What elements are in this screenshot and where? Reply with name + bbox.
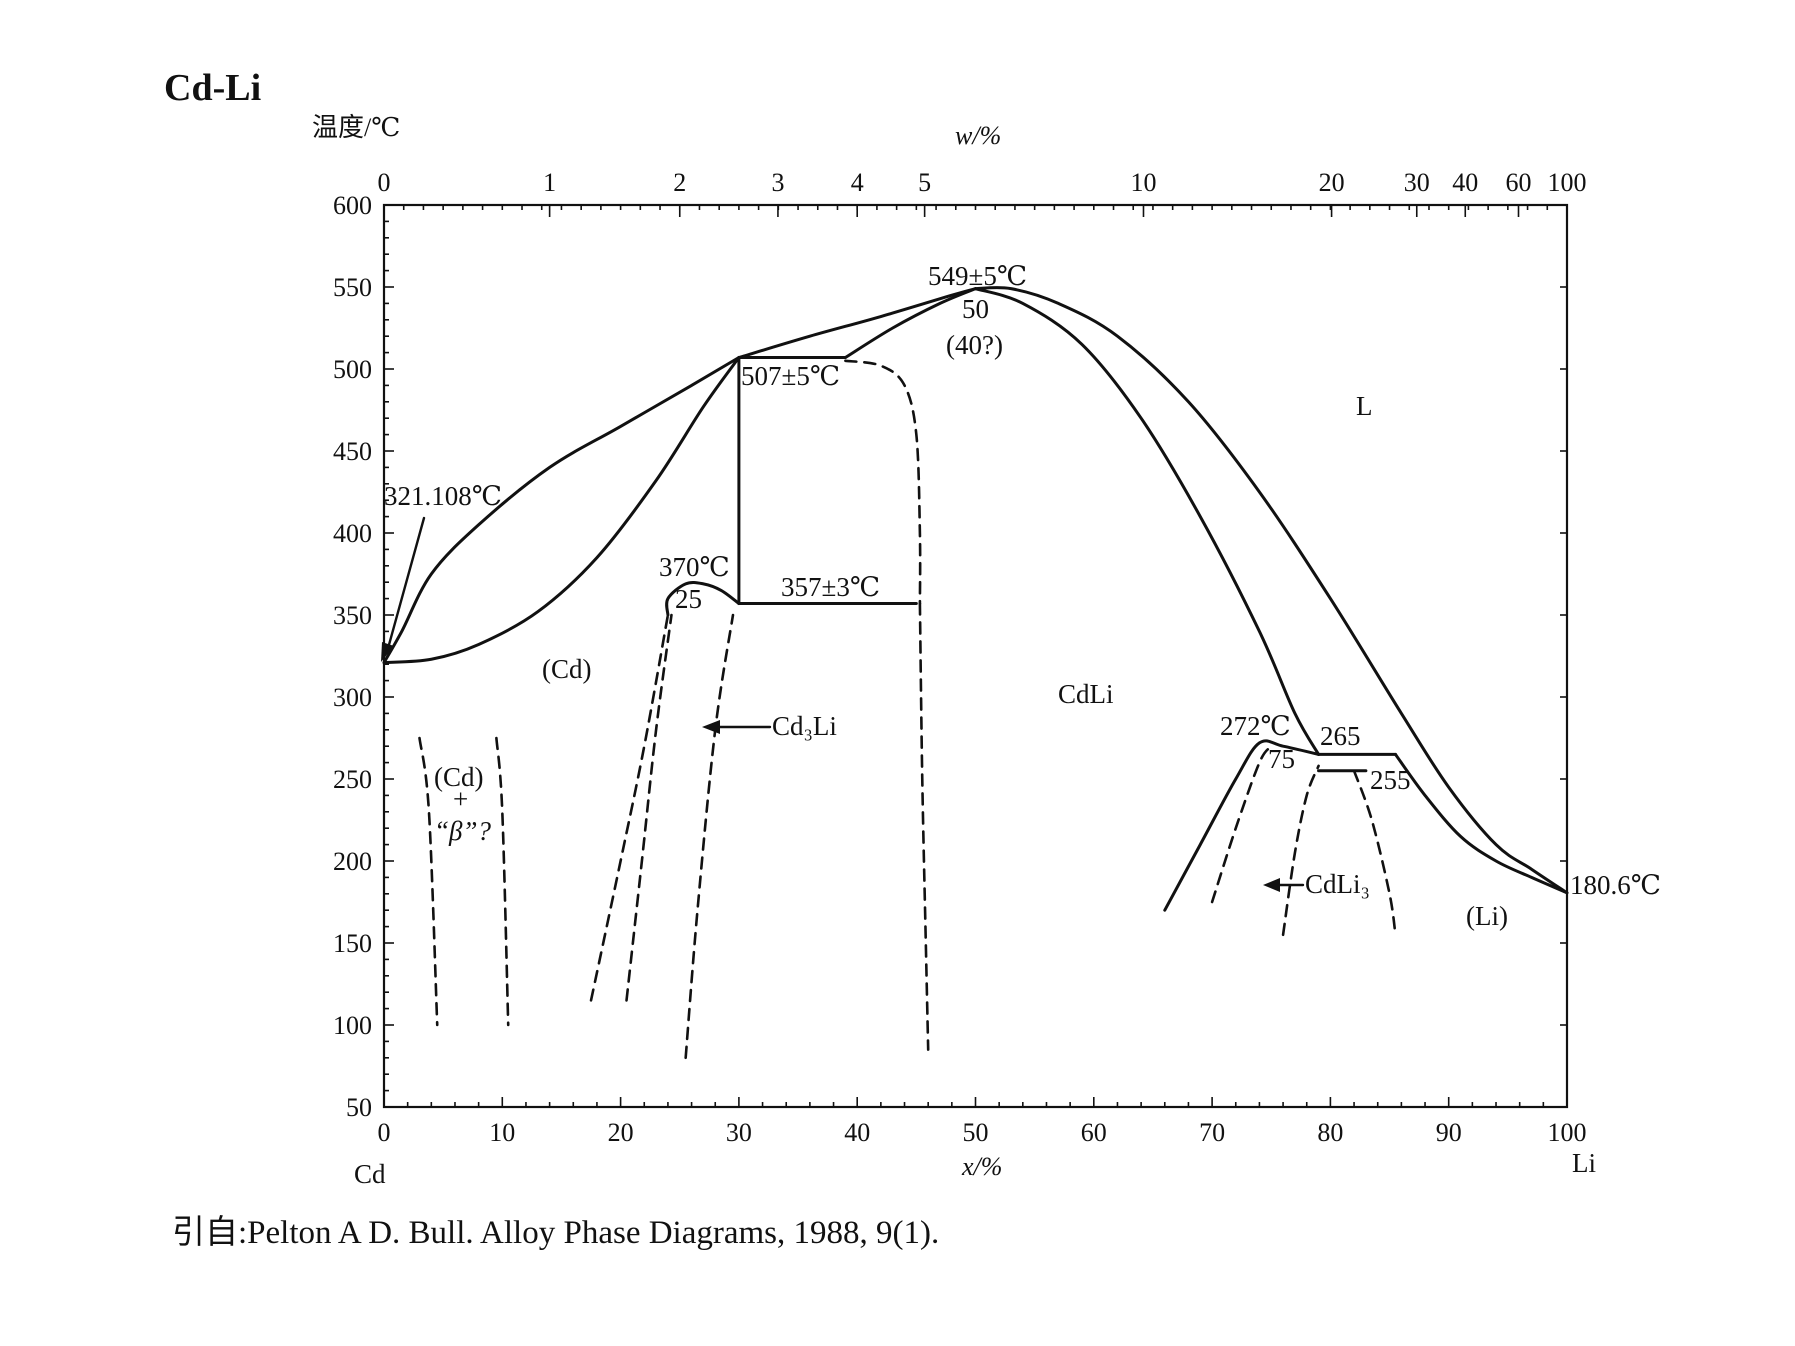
dashed-boundaries [418,359,1397,1060]
boundary-li-solidus [1393,752,1569,895]
endpoint-cd: Cd [354,1159,386,1189]
x-tick-label: 10 [489,1118,515,1147]
x-tick-label: 80 [1317,1118,1343,1147]
label-255: 255 [1370,765,1411,795]
source-citation: 引自:Pelton A D. Bull. Alloy Phase Diagram… [172,1215,940,1251]
region-liquid: L [1356,391,1373,421]
region-cd: (Cd) [542,654,592,684]
top-tick-label: 3 [771,168,784,197]
y-tick-label: 200 [333,847,372,876]
y-tick-label: 450 [333,437,372,466]
top-tick-label: 20 [1319,168,1345,197]
dashed-boundary-4 [844,359,922,605]
figure-title: Cd-Li [164,67,262,109]
dashed-boundary-7 [495,736,510,1027]
x-tick-label: 50 [963,1118,989,1147]
arrow-321 [381,516,426,662]
region-li: (Li) [1466,901,1508,931]
top-tick-label: 4 [851,168,864,197]
label-321: 321.108℃ [384,481,502,511]
boundary-cd3li-dome-left [665,580,741,617]
top-axis-title: w/% [955,121,1001,150]
dashed-boundary-10 [1352,769,1397,937]
label-75: 75 [1268,744,1295,774]
twophase-line2: + [453,784,468,814]
label-357: 357±3℃ [781,572,880,602]
y-axis-title: 温度/℃ [312,113,400,142]
twophase-line1: (Cd) [434,762,484,792]
x-tick-label: 100 [1548,1118,1587,1147]
y-tick-label: 150 [333,929,372,958]
boundary-cdli3-dome [1163,739,1321,912]
top-tick-label: 1 [543,168,556,197]
dashed-boundary-9 [1281,764,1320,937]
label-1806: 180.6℃ [1570,870,1661,900]
top-tick-label: 10 [1130,168,1156,197]
dashed-boundary-1 [589,613,670,1002]
y-tick-label: 300 [333,683,372,712]
label-50: 50 [962,294,989,324]
top-tick-label: 100 [1548,168,1587,197]
label-265: 265 [1320,721,1361,751]
top-tick-label: 5 [918,168,931,197]
y-tick-label: 100 [333,1011,372,1040]
boundary-cd-solidus [382,356,741,665]
x-tick-label: 0 [378,1118,391,1147]
label-549: 549±5℃ [928,261,1027,291]
top-tick-label: 30 [1404,168,1430,197]
y-tick-label: 600 [333,191,372,220]
x-axis-title: x/% [961,1152,1002,1181]
y-tick-label: 400 [333,519,372,548]
region-cdli: CdLi [1058,679,1114,709]
label-370: 370℃ [659,552,730,582]
y-tick-label: 350 [333,601,372,630]
top-tick-label: 2 [673,168,686,197]
phase-cdli3: CdLi₃ [1305,869,1370,899]
dashed-boundary-6 [418,736,439,1027]
x-tick-label: 40 [844,1118,870,1147]
label-507: 507±5℃ [741,361,840,391]
twophase-line3: “β”? [434,816,491,846]
dashed-boundary-3 [684,613,735,1060]
y-tick-label: 500 [333,355,372,384]
endpoint-li: Li [1572,1148,1596,1178]
top-tick-label: 60 [1505,168,1531,197]
top-tick-label: 0 [378,168,391,197]
boundary-liquidus-left [382,356,741,665]
boundary-liquidus-right [974,286,1569,895]
y-tick-label: 50 [346,1093,372,1122]
dashed-boundary-5 [918,602,930,1051]
arrow-cd3li [702,720,772,734]
x-tick-label: 70 [1199,1118,1225,1147]
arrow-cdli3 [1263,878,1305,892]
x-tick-label: 30 [726,1118,752,1147]
x-tick-label: 20 [608,1118,634,1147]
dashed-boundary-2 [625,613,673,1002]
y-tick-label: 550 [333,273,372,302]
boundary-cdli-solidus-right [974,287,1321,756]
label-25: 25 [675,584,702,614]
y-tick-label: 250 [333,765,372,794]
dashed-boundary-8 [1210,744,1273,904]
top-tick-label: 40 [1452,168,1478,197]
phase-cd3li: Cd₃Li [772,711,837,741]
phase-boundaries [382,286,1569,912]
label-272: 272℃ [1220,711,1291,741]
x-tick-label: 90 [1436,1118,1462,1147]
x-tick-label: 60 [1081,1118,1107,1147]
boundary-liquidus-cdli-top [843,287,977,360]
boundary-liquidus-cdli-left [737,287,977,360]
label-40q: (40?) [946,330,1003,360]
